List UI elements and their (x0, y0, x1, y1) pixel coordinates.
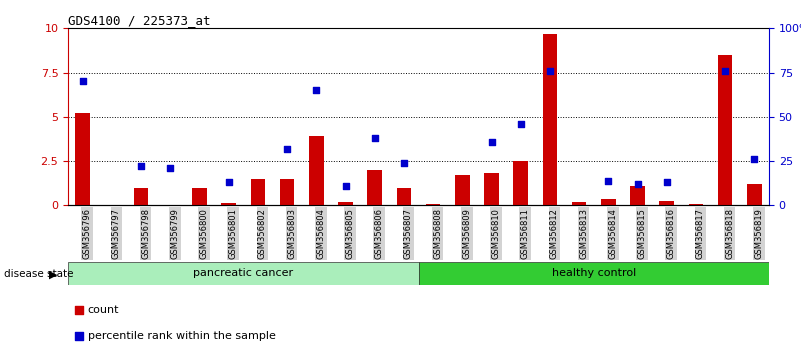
Bar (68, 262, 418, 285)
Point (339, 183, 352, 189)
Text: GSM356807: GSM356807 (404, 208, 413, 259)
Text: pancreatic cancer: pancreatic cancer (193, 268, 293, 279)
Text: GSM356797: GSM356797 (112, 208, 121, 259)
Bar (572, 202, 586, 205)
Point (748, 156, 761, 162)
Text: GSM356796: GSM356796 (83, 208, 91, 259)
Bar (455, 175, 469, 205)
Text: percentile rank within the sample: percentile rank within the sample (88, 331, 276, 341)
Bar (426, 204, 441, 205)
Bar (630, 186, 645, 205)
Text: disease state: disease state (4, 269, 74, 279)
Point (508, 190, 521, 196)
Text: GSM356801: GSM356801 (229, 208, 238, 259)
Text: ▶: ▶ (49, 269, 58, 279)
Bar (513, 161, 528, 205)
Text: GSM356815: GSM356815 (638, 208, 646, 259)
Point (76, 79, 89, 84)
Bar (396, 188, 411, 205)
Text: GSM356813: GSM356813 (579, 208, 588, 259)
Bar (280, 179, 295, 205)
Bar (418, 262, 769, 285)
Text: GSM356806: GSM356806 (375, 208, 384, 259)
Text: GSM356810: GSM356810 (492, 208, 501, 259)
Point (135, 164, 147, 169)
Text: healthy control: healthy control (552, 268, 636, 279)
Bar (689, 204, 703, 205)
Point (223, 179, 235, 185)
Point (544, 68, 557, 74)
Point (660, 179, 673, 185)
Text: GSM356800: GSM356800 (199, 208, 208, 259)
Text: GDS4100 / 225373_at: GDS4100 / 225373_at (68, 14, 211, 27)
Text: GSM356799: GSM356799 (171, 208, 179, 259)
Text: GSM356817: GSM356817 (696, 208, 705, 259)
Point (397, 160, 410, 166)
Bar (309, 136, 324, 205)
Bar (601, 199, 616, 205)
Point (631, 181, 644, 187)
Text: GSM356811: GSM356811 (521, 208, 529, 259)
Text: GSM356812: GSM356812 (550, 208, 559, 259)
Point (718, 68, 731, 74)
Bar (75, 113, 90, 205)
Text: GSM356819: GSM356819 (755, 208, 763, 259)
Bar (251, 179, 265, 205)
Text: GSM356798: GSM356798 (141, 208, 150, 259)
Point (164, 165, 177, 171)
Point (602, 178, 614, 183)
Bar (718, 55, 732, 205)
Bar (659, 201, 674, 205)
Text: GSM356805: GSM356805 (345, 208, 355, 259)
Point (485, 139, 498, 144)
Bar (192, 188, 207, 205)
Text: GSM356802: GSM356802 (258, 208, 267, 259)
Bar (368, 170, 382, 205)
Point (280, 146, 293, 152)
Point (310, 87, 323, 93)
Point (368, 135, 381, 141)
Text: count: count (88, 305, 119, 315)
Text: GSM356808: GSM356808 (433, 208, 442, 259)
Bar (747, 184, 762, 205)
Text: GSM356809: GSM356809 (462, 208, 471, 259)
Point (514, 121, 527, 127)
Text: GSM356818: GSM356818 (725, 208, 735, 259)
Text: GSM356804: GSM356804 (316, 208, 325, 259)
Bar (485, 173, 499, 205)
Text: GSM356814: GSM356814 (608, 208, 618, 259)
Bar (221, 202, 236, 205)
Bar (542, 34, 557, 205)
Bar (134, 188, 148, 205)
Text: GSM356816: GSM356816 (666, 208, 676, 259)
Bar (338, 202, 352, 205)
Text: GSM356803: GSM356803 (287, 208, 296, 259)
